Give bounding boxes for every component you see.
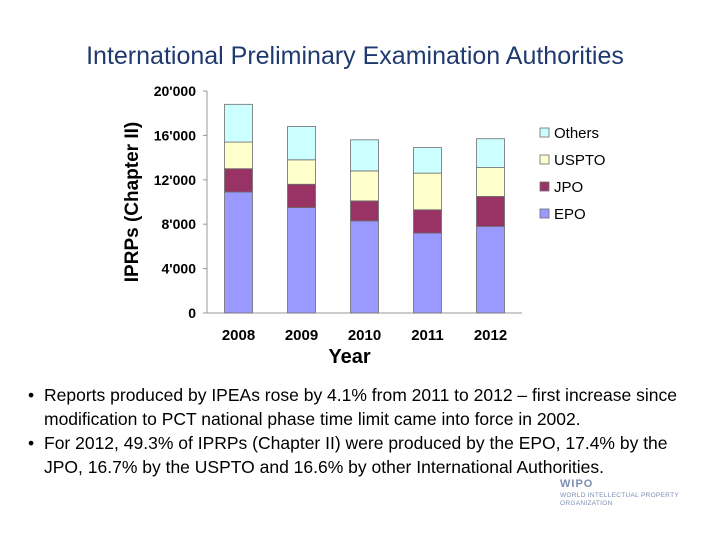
bar-segment-others-2010: [350, 139, 379, 172]
x-tick-label: 2008: [222, 327, 255, 344]
x-tick-label: 2009: [285, 327, 318, 344]
bar-segment-epo-2011: [413, 232, 442, 314]
bar-segment-others-2012: [476, 138, 505, 168]
bar-segment-uspto-2010: [350, 170, 379, 202]
legend-swatch-uspto: [539, 154, 550, 165]
slide-title: International Preliminary Examination Au…: [86, 42, 624, 70]
legend-swatch-epo: [539, 208, 550, 219]
legend-label-jpo: JPO: [554, 179, 583, 196]
bar-segment-others-2011: [413, 147, 442, 174]
bullet-item: Reports produced by IPEAs rose by 4.1% f…: [24, 383, 684, 431]
legend-swatch-others: [539, 127, 550, 138]
bar-segment-epo-2010: [350, 220, 379, 314]
legend-label-epo: EPO: [554, 206, 586, 223]
legend-label-others: Others: [554, 125, 599, 142]
bar-segment-epo-2009: [287, 207, 316, 314]
bar-segment-uspto-2011: [413, 172, 442, 211]
x-tick-label: 2012: [474, 327, 507, 344]
bar-segment-epo-2008: [224, 191, 253, 314]
bar-segment-others-2008: [224, 103, 253, 143]
bar-segment-uspto-2012: [476, 167, 505, 197]
y-tick-label: 8'000: [162, 216, 197, 232]
y-axis-title: IPRPs (Chapter II): [122, 122, 143, 282]
bullet-item: For 2012, 49.3% of IPRPs (Chapter II) we…: [24, 431, 684, 479]
bar-segment-uspto-2009: [287, 159, 316, 185]
y-tick-label: 4'000: [162, 261, 197, 277]
wipo-logo: WIPO WORLD INTELLECTUAL PROPERTY ORGANIZ…: [556, 478, 716, 518]
x-axis-title: Year: [328, 346, 370, 368]
y-tick-label: 16'000: [154, 127, 196, 143]
y-tick-label: 20'000: [154, 83, 196, 99]
bar-segment-jpo-2009: [287, 183, 316, 208]
legend-swatch-jpo: [539, 181, 550, 192]
bullet-list: Reports produced by IPEAs rose by 4.1% f…: [24, 383, 684, 479]
bar-segment-epo-2012: [476, 226, 505, 314]
bar-segment-jpo-2012: [476, 196, 505, 227]
bar-segment-jpo-2008: [224, 168, 253, 193]
bar-segment-uspto-2008: [224, 141, 253, 170]
logo-subtitle: WORLD INTELLECTUAL PROPERTY ORGANIZATION: [560, 492, 679, 507]
legend-label-uspto: USPTO: [554, 152, 605, 169]
ipea-stacked-bar-chart: 0 4'000 8'000 12'000 16'000 20'000 IPRPs (Chap…: [122, 83, 605, 368]
y-tick-label: 12'000: [154, 172, 196, 188]
bar-segment-jpo-2011: [413, 209, 442, 234]
x-tick-label: 2011: [411, 327, 444, 344]
bar-segment-jpo-2010: [350, 200, 379, 222]
logo-wordmark: WIPO: [560, 478, 594, 490]
bar-segment-others-2009: [287, 126, 316, 161]
x-tick-label: 2010: [348, 327, 381, 344]
y-tick-label: 0: [188, 305, 196, 321]
